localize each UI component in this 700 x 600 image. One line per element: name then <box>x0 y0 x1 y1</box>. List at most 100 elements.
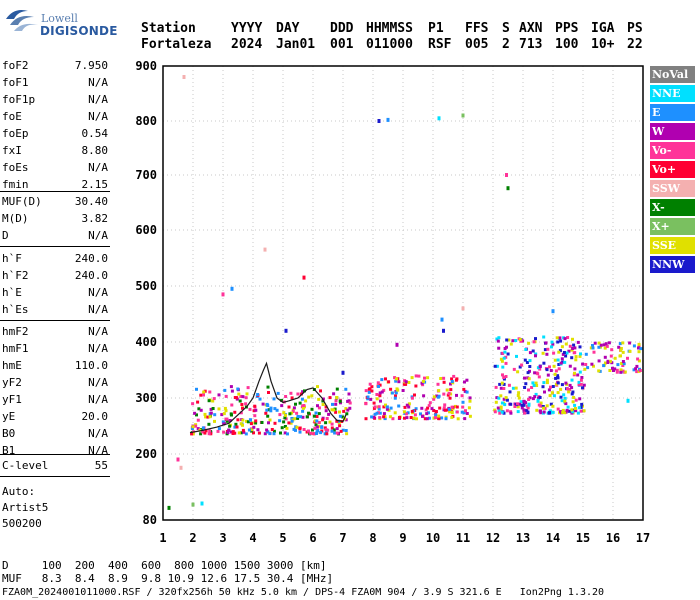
scatter-point <box>440 317 444 322</box>
echo-point <box>236 418 240 422</box>
echo-point <box>284 413 287 417</box>
scatter-point <box>506 186 510 191</box>
echo-point <box>553 358 557 362</box>
echo-point <box>407 405 411 409</box>
echo-point <box>576 340 580 344</box>
echo-point <box>446 408 450 412</box>
header-year-label: YYYY <box>231 21 263 36</box>
echo-point <box>515 354 518 358</box>
auto-program: Artist5 <box>2 501 49 514</box>
echo-point <box>341 428 345 432</box>
scatter-point <box>437 116 441 121</box>
param-label: foEs <box>2 161 29 174</box>
echo-point <box>335 387 339 391</box>
param-row: yF1 N/A <box>2 392 108 408</box>
echo-point <box>289 391 293 395</box>
echo-point <box>531 397 535 401</box>
echo-point <box>637 342 641 346</box>
echo-point <box>442 392 446 396</box>
echo-point <box>436 395 440 399</box>
echo-point <box>445 388 449 392</box>
echo-point <box>494 400 498 404</box>
echo-point <box>199 393 203 397</box>
param-label: h`E <box>2 286 22 299</box>
echo-point <box>222 422 226 426</box>
echo-point <box>551 342 555 346</box>
echo-point <box>604 361 607 365</box>
scatter-point <box>179 465 183 470</box>
echo-point <box>270 428 274 431</box>
echo-point <box>412 416 416 420</box>
echo-point <box>579 378 583 382</box>
echo-point <box>544 341 548 345</box>
param-label: foEp <box>2 127 29 140</box>
echo-point <box>537 403 541 407</box>
echo-point <box>508 390 512 394</box>
echo-point <box>296 416 300 420</box>
echo-point <box>450 411 454 414</box>
echo-point <box>278 419 282 423</box>
echo-point <box>523 411 527 415</box>
echo-point <box>344 418 348 422</box>
echo-point <box>615 368 619 372</box>
echo-point <box>556 381 560 385</box>
echo-point <box>382 405 386 409</box>
echo-point <box>465 390 469 394</box>
echo-point <box>548 409 552 413</box>
echo-point <box>315 425 319 429</box>
echo-point <box>450 377 454 381</box>
param-value: 7.950 <box>74 59 108 72</box>
param-row: foEs N/A <box>2 160 108 176</box>
echo-point <box>463 417 467 421</box>
param-value: 0.54 <box>81 127 109 140</box>
echo-point <box>573 367 577 371</box>
echo-point <box>247 428 251 432</box>
echo-point <box>571 390 575 394</box>
param-label: hmF1 <box>2 342 29 355</box>
echo-point <box>580 402 584 406</box>
echo-point <box>573 371 576 375</box>
param-row: B1 N/A <box>2 443 108 459</box>
echo-point <box>543 406 547 410</box>
echo-point <box>437 414 441 418</box>
echo-point <box>578 370 582 374</box>
echo-point <box>563 411 567 415</box>
echo-point <box>626 356 629 360</box>
echo-point <box>493 410 497 414</box>
param-value: 110.0 <box>74 359 108 372</box>
echo-point <box>500 381 504 385</box>
echo-point <box>376 381 380 385</box>
echo-point <box>384 403 387 407</box>
param-value: 240.0 <box>74 252 108 265</box>
echo-point <box>288 412 292 416</box>
param-row: fmin 2.15 <box>2 177 108 193</box>
echo-point <box>236 387 240 391</box>
echo-point <box>327 412 331 416</box>
echo-point <box>503 350 507 354</box>
echo-point <box>432 409 436 412</box>
echo-point <box>556 407 560 411</box>
echo-point <box>602 343 606 347</box>
grid-layer <box>162 65 644 521</box>
echo-point <box>534 354 537 358</box>
echo-point <box>552 394 556 398</box>
echo-point <box>573 346 577 350</box>
echo-point <box>586 366 590 370</box>
echo-point <box>557 350 561 354</box>
auto-label: Auto: <box>2 485 36 498</box>
echo-point <box>206 415 210 419</box>
echo-point <box>222 412 226 416</box>
param-row: MUF(D) 30.40 <box>2 194 108 210</box>
echo-point <box>565 351 569 355</box>
echo-point <box>450 405 454 409</box>
scatter-point <box>341 370 345 375</box>
echo-point <box>190 432 194 436</box>
y-tick-label: 300 <box>135 391 157 405</box>
echo-point <box>229 385 233 389</box>
echo-point <box>582 409 586 413</box>
echo-point <box>423 417 427 421</box>
echo-point <box>403 379 407 383</box>
echo-point <box>538 396 542 399</box>
echo-point <box>593 341 597 345</box>
echo-point <box>425 412 429 416</box>
